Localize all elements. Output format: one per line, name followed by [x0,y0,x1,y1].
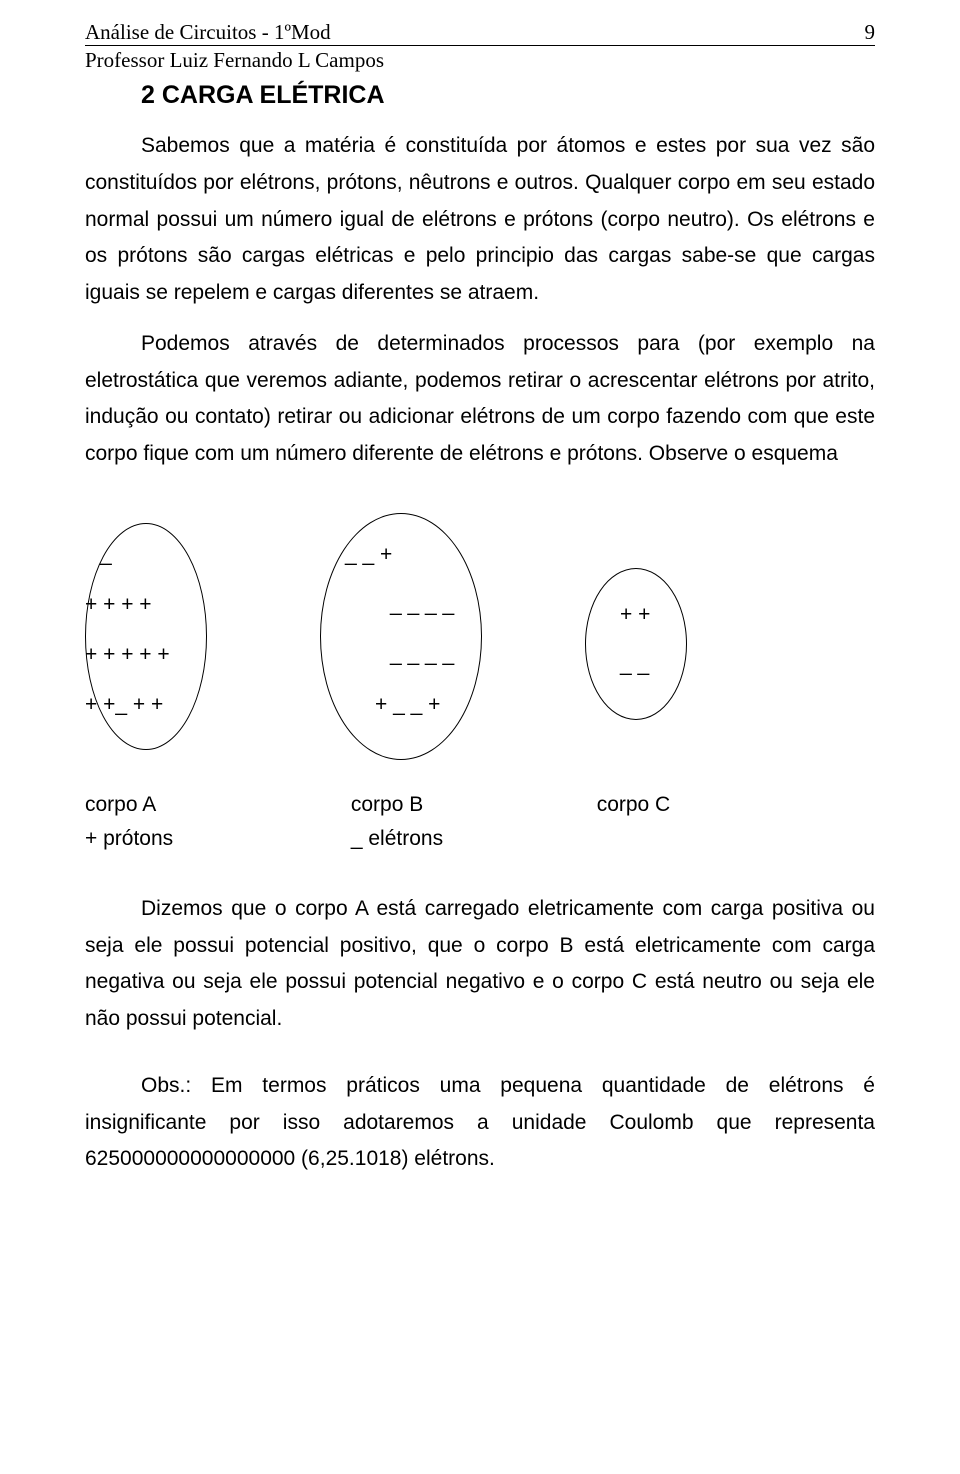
oval-body-c [585,568,687,720]
header-subtitle: Professor Luiz Fernando L Campos [85,48,875,73]
bodyB-row2: _ _ _ _ [390,593,454,617]
label-body-a: corpo A [85,793,345,817]
paragraph-2: Podemos através de determinados processo… [85,326,875,473]
document-page: Análise de Circuitos - 1ºMod 9 Professor… [0,0,960,1474]
page-number: 9 [865,20,876,45]
bodyC-row3: _ _ [620,653,649,677]
bodyC-row2: + + [620,603,650,627]
label-body-b: corpo B [351,793,591,817]
charge-legend-row: + prótons _ elétrons [85,827,875,851]
section-title: 2 CARGA ELÉTRICA [141,81,875,110]
body-labels-row: corpo A corpo B corpo C [85,793,875,817]
paragraph-3: Dizemos que o corpo A está carregado ele… [85,891,875,1038]
bodyA-row4: + +_ + + [85,693,163,717]
bodyB-row4: + _ _ + [375,693,440,717]
page-header-row: Análise de Circuitos - 1ºMod 9 [85,20,875,46]
label-body-c: corpo C [597,793,671,817]
paragraph-1: Sabemos que a matéria é constituída por … [85,128,875,312]
bodyB-row1: _ _ + [345,543,392,567]
legend-electrons: _ elétrons [351,827,443,851]
charge-diagram: _ + + + + + + + + + + +_ + + _ _ + _ _ _… [85,513,875,783]
bodyB-row3: _ _ _ _ [390,643,454,667]
paragraph-4: Obs.: Em termos práticos uma pequena qua… [85,1068,875,1178]
header-title: Análise de Circuitos - 1ºMod [85,20,331,45]
bodyA-row2: + + + + [85,593,152,617]
legend-protons: + prótons [85,827,345,851]
bodyA-row1: _ [100,543,112,567]
bodyA-row3: + + + + + [85,643,170,667]
